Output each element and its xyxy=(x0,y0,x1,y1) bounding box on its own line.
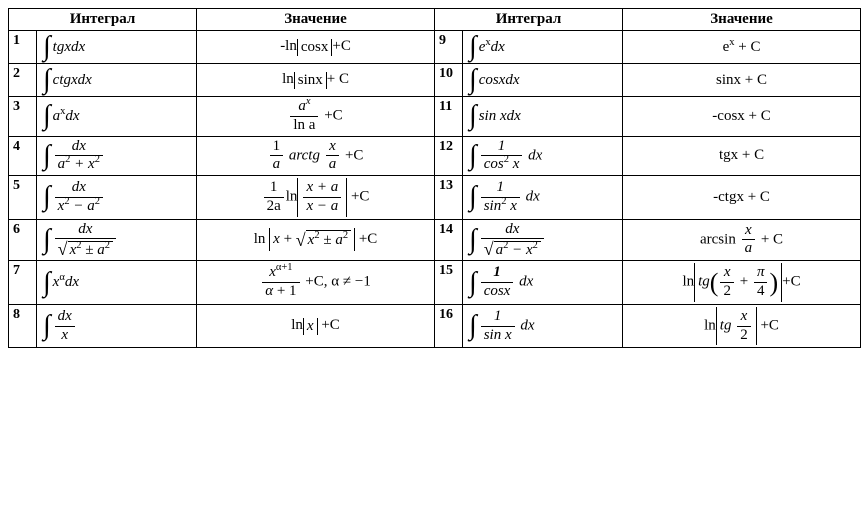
table-row: 5 ∫dxx2 − a2 12alnx + ax − a +C 13 ∫1sin… xyxy=(9,176,861,220)
table-row: 1 ∫tgxdx -lncosx+C 9 ∫exdx ex + C xyxy=(9,31,861,64)
value-cell: 12alnx + ax − a +C xyxy=(197,176,435,220)
integral-cell: ∫1sin x dx xyxy=(463,304,623,348)
value-cell: axln a +C xyxy=(197,97,435,137)
value-cell: 1a arctg xa +C xyxy=(197,136,435,176)
header-value-r: Значение xyxy=(623,9,861,31)
integral-cell: ∫sin xdx xyxy=(463,97,623,137)
row-number: 3 xyxy=(9,97,37,137)
value-cell: arcsin xa + C xyxy=(623,219,861,261)
value-cell: lnsinx+ C xyxy=(197,64,435,97)
row-number: 1 xyxy=(9,31,37,64)
table-row: 8 ∫dxx lnx +C 16 ∫1sin x dx lntg x2 +C xyxy=(9,304,861,348)
value-cell: ln x + √x2 ± a2 +C xyxy=(197,219,435,261)
value-cell: -lncosx+C xyxy=(197,31,435,64)
table-header: Интеграл Значение Интеграл Значение xyxy=(9,9,861,31)
integral-cell: ∫1cosx dx xyxy=(463,261,623,305)
integrals-table: Интеграл Значение Интеграл Значение 1 ∫t… xyxy=(8,8,861,348)
integral-cell: ∫dx√a2 − x2 xyxy=(463,219,623,261)
header-integral-l: Интеграл xyxy=(9,9,197,31)
row-number: 5 xyxy=(9,176,37,220)
row-number: 13 xyxy=(435,176,463,220)
row-number: 10 xyxy=(435,64,463,97)
row-number: 14 xyxy=(435,219,463,261)
row-number: 16 xyxy=(435,304,463,348)
integral-cell: ∫cosxdx xyxy=(463,64,623,97)
table-row: 3 ∫axdx axln a +C 11 ∫sin xdx -cosx + C xyxy=(9,97,861,137)
row-number: 4 xyxy=(9,136,37,176)
table-row: 7 ∫xαdx xα+1α + 1 +C, α ≠ −1 15 ∫1cosx d… xyxy=(9,261,861,305)
row-number: 2 xyxy=(9,64,37,97)
value-cell: lntg(x2 + π4)+C xyxy=(623,261,861,305)
integral-cell: ∫axdx xyxy=(37,97,197,137)
value-cell: lntg x2 +C xyxy=(623,304,861,348)
value-cell: ex + C xyxy=(623,31,861,64)
row-number: 12 xyxy=(435,136,463,176)
integral-cell: ∫xαdx xyxy=(37,261,197,305)
integral-cell: ∫exdx xyxy=(463,31,623,64)
integral-cell: ∫dxx xyxy=(37,304,197,348)
value-cell: -ctgx + C xyxy=(623,176,861,220)
value-cell: xα+1α + 1 +C, α ≠ −1 xyxy=(197,261,435,305)
table-row: 4 ∫dxa2 + x2 1a arctg xa +C 12 ∫1cos2 x … xyxy=(9,136,861,176)
row-number: 8 xyxy=(9,304,37,348)
header-value-l: Значение xyxy=(197,9,435,31)
table-row: 6 ∫dx√x2 ± a2 ln x + √x2 ± a2 +C 14 ∫dx√… xyxy=(9,219,861,261)
integral-cell: ∫dxx2 − a2 xyxy=(37,176,197,220)
integral-cell: ∫ctgxdx xyxy=(37,64,197,97)
header-integral-r: Интеграл xyxy=(435,9,623,31)
row-number: 15 xyxy=(435,261,463,305)
row-number: 6 xyxy=(9,219,37,261)
value-cell: sinx + C xyxy=(623,64,861,97)
value-cell: -cosx + C xyxy=(623,97,861,137)
integral-cell: ∫dx√x2 ± a2 xyxy=(37,219,197,261)
row-number: 11 xyxy=(435,97,463,137)
integral-cell: ∫1sin2 x dx xyxy=(463,176,623,220)
table-row: 2 ∫ctgxdx lnsinx+ C 10 ∫cosxdx sinx + C xyxy=(9,64,861,97)
integral-cell: ∫dxa2 + x2 xyxy=(37,136,197,176)
row-number: 9 xyxy=(435,31,463,64)
value-cell: lnx +C xyxy=(197,304,435,348)
row-number: 7 xyxy=(9,261,37,305)
integral-cell: ∫tgxdx xyxy=(37,31,197,64)
value-cell: tgx + C xyxy=(623,136,861,176)
integral-cell: ∫1cos2 x dx xyxy=(463,136,623,176)
